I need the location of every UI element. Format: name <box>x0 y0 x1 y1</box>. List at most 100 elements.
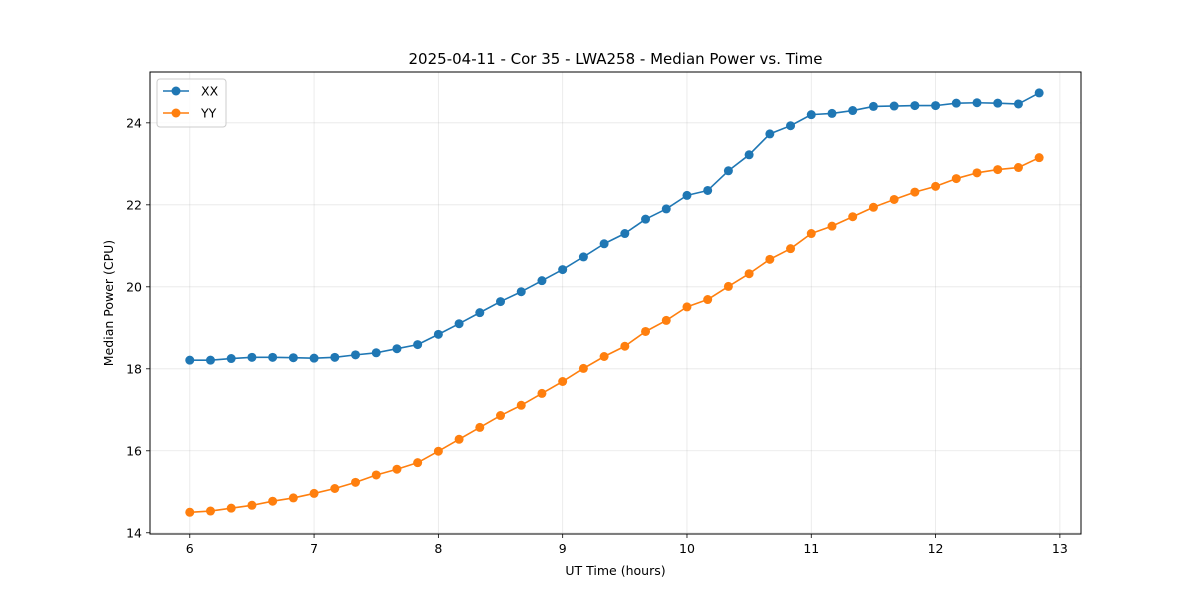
data-point-xx <box>392 344 402 354</box>
y-tick-label: 22 <box>126 197 142 212</box>
data-point-yy <box>620 341 630 351</box>
legend-label-xx: XX <box>201 84 219 99</box>
y-tick-label: 24 <box>126 115 142 130</box>
data-point-yy <box>496 411 506 421</box>
y-tick-label: 16 <box>126 443 142 458</box>
x-tick-label: 7 <box>310 541 318 556</box>
data-point-yy <box>723 281 733 291</box>
data-point-yy <box>868 202 878 212</box>
data-point-yy <box>475 422 485 432</box>
legend-label-yy: YY <box>200 106 217 121</box>
data-point-yy <box>351 477 361 487</box>
data-point-yy <box>537 388 547 398</box>
data-point-xx <box>993 98 1003 108</box>
data-point-xx <box>1034 88 1044 98</box>
data-point-yy <box>433 446 443 456</box>
data-point-xx <box>682 190 692 200</box>
series-layer <box>185 88 1044 517</box>
data-point-yy <box>288 493 298 503</box>
data-point-xx <box>578 252 588 262</box>
data-point-xx <box>268 352 278 362</box>
data-point-yy <box>848 212 858 222</box>
y-tick-label: 14 <box>126 525 142 540</box>
data-point-xx <box>848 106 858 116</box>
data-point-yy <box>413 458 423 468</box>
data-point-yy <box>951 174 961 184</box>
data-point-xx <box>309 353 319 363</box>
data-point-yy <box>1034 153 1044 163</box>
data-point-xx <box>786 121 796 131</box>
data-point-xx <box>433 329 443 339</box>
y-tick-label: 18 <box>126 361 142 376</box>
data-point-yy <box>931 181 941 191</box>
data-point-xx <box>496 297 506 307</box>
data-point-yy <box>827 221 837 231</box>
data-point-xx <box>806 110 816 120</box>
data-point-xx <box>226 354 236 364</box>
data-point-yy <box>1013 163 1023 173</box>
data-point-xx <box>868 101 878 111</box>
series-line-xx <box>189 92 1040 361</box>
data-point-xx <box>413 340 423 350</box>
data-point-yy <box>744 269 754 279</box>
plot-frame <box>149 71 1082 535</box>
data-point-xx <box>1013 99 1023 109</box>
data-point-yy <box>703 295 713 305</box>
data-point-yy <box>330 483 340 493</box>
data-point-xx <box>371 348 381 358</box>
legend-marker-xx <box>171 86 181 96</box>
data-point-yy <box>205 506 215 516</box>
data-point-yy <box>185 507 195 517</box>
data-point-xx <box>827 108 837 118</box>
data-point-xx <box>205 355 215 365</box>
chart-title: 2025-04-11 - Cor 35 - LWA258 - Median Po… <box>409 50 823 68</box>
data-point-xx <box>723 166 733 176</box>
data-point-yy <box>765 254 775 264</box>
data-point-yy <box>786 244 796 254</box>
data-point-xx <box>641 214 651 224</box>
data-point-xx <box>744 150 754 160</box>
data-point-yy <box>392 464 402 474</box>
data-point-xx <box>537 276 547 286</box>
data-point-yy <box>268 496 278 506</box>
grid-lines <box>150 72 1081 534</box>
series-line-yy <box>189 156 1040 514</box>
data-point-xx <box>620 229 630 239</box>
x-axis-label: UT Time (hours) <box>565 563 665 578</box>
data-point-xx <box>330 352 340 362</box>
y-axis-label: Median Power (CPU) <box>101 240 116 366</box>
x-tick-label: 12 <box>928 541 944 556</box>
data-point-xx <box>516 287 526 297</box>
x-tick-label: 10 <box>679 541 695 556</box>
data-point-yy <box>371 470 381 480</box>
data-point-xx <box>599 239 609 249</box>
data-point-yy <box>516 400 526 410</box>
data-point-yy <box>226 503 236 513</box>
data-point-xx <box>351 350 361 360</box>
axis-ticks: 6 7 8 9 10 11 12 13 14 16 18 20 22 24 <box>126 115 1068 556</box>
data-point-yy <box>972 168 982 178</box>
data-point-xx <box>951 98 961 108</box>
data-point-xx <box>972 98 982 108</box>
data-point-yy <box>889 194 899 204</box>
data-point-xx <box>765 129 775 139</box>
data-point-yy <box>993 165 1003 175</box>
data-point-xx <box>454 319 464 329</box>
data-point-xx <box>475 308 485 318</box>
data-point-yy <box>558 377 568 387</box>
data-point-xx <box>661 204 671 214</box>
data-point-yy <box>910 187 920 197</box>
legend-marker-yy <box>171 108 181 118</box>
data-point-xx <box>703 185 713 195</box>
data-point-xx <box>931 101 941 111</box>
data-point-xx <box>288 353 298 363</box>
x-tick-label: 6 <box>186 541 194 556</box>
data-point-xx <box>889 101 899 111</box>
legend: XX YY <box>156 78 227 128</box>
data-point-yy <box>309 488 319 498</box>
x-tick-label: 9 <box>559 541 567 556</box>
data-point-xx <box>247 352 257 362</box>
x-tick-label: 8 <box>434 541 442 556</box>
data-point-xx <box>185 355 195 365</box>
